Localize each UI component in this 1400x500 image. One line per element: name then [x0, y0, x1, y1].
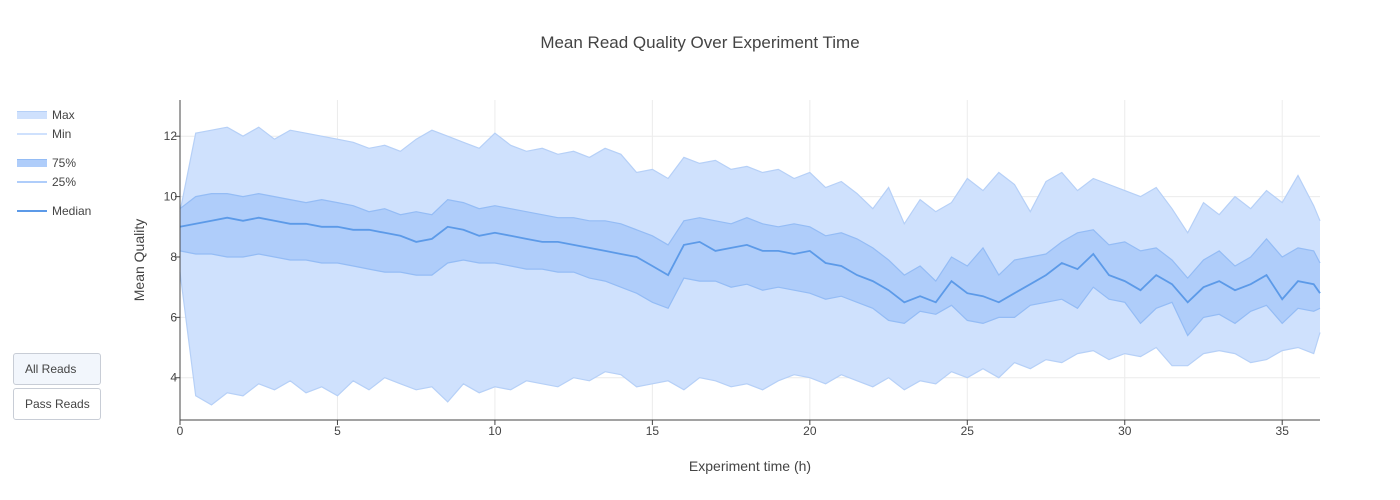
legend-swatch-min — [17, 133, 47, 135]
all-reads-button[interactable]: All Reads — [13, 353, 101, 385]
legend-label-25: 25% — [52, 175, 77, 189]
legend-swatch-75 — [17, 159, 47, 167]
legend-swatch-25 — [17, 181, 47, 183]
min-max-band-lower-edge — [179, 272, 1321, 406]
axes: 0 5 10 15 20 25 30 35 4 6 8 10 12 — [164, 100, 1320, 438]
interquartile-band-upper-edge — [179, 192, 1321, 283]
chart-title: Mean Read Quality Over Experiment Time — [540, 33, 860, 52]
x-tick-label: 15 — [646, 424, 660, 438]
x-tick-label: 0 — [177, 424, 184, 438]
x-tick-label: 35 — [1276, 424, 1290, 438]
x-tick-label: 30 — [1118, 424, 1132, 438]
interquartile-band-lower-edge — [179, 250, 1321, 337]
bands — [179, 126, 1321, 406]
x-axis-label: Experiment time (h) — [688, 458, 812, 474]
pass-reads-button[interactable]: Pass Reads — [13, 388, 101, 420]
interquartile-band — [180, 193, 1320, 336]
y-tick-label: 10 — [164, 190, 178, 204]
x-tick-label: 25 — [961, 424, 975, 438]
y-tick-label: 8 — [170, 250, 177, 264]
y-tick-label: 12 — [164, 129, 178, 143]
x-tick-label: 10 — [488, 424, 502, 438]
y-tick-label: 4 — [170, 371, 177, 385]
y-tick-label: 6 — [170, 310, 177, 324]
median-line — [179, 216, 1321, 304]
legend-label-75: 75% — [52, 156, 77, 170]
legend-label-median: Median — [52, 204, 92, 218]
legend-label-max: Max — [52, 108, 75, 122]
legend-label-min: Min — [52, 127, 72, 141]
x-tick-label: 20 — [803, 424, 817, 438]
legend-swatch-median — [17, 210, 47, 212]
min-max-band-upper-edge — [179, 126, 1321, 234]
x-tick-label: 5 — [334, 424, 341, 438]
legend-swatch-max — [17, 111, 47, 119]
